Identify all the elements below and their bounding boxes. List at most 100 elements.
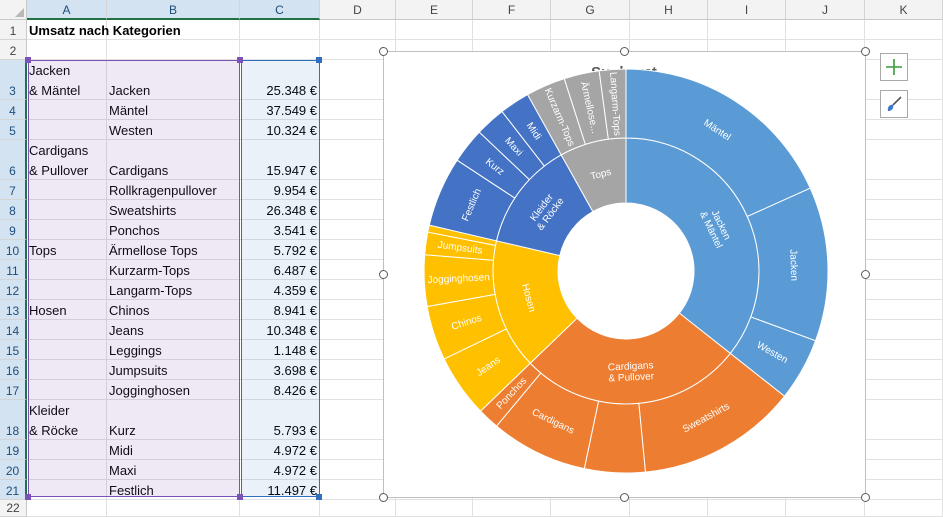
column-header-e[interactable]: E xyxy=(396,0,473,20)
cell-k6[interactable] xyxy=(865,140,943,180)
cell-k19[interactable] xyxy=(865,440,943,460)
row-header-12[interactable]: 12 xyxy=(0,280,27,300)
cell-k14[interactable] xyxy=(865,320,943,340)
chart-resize-handle[interactable] xyxy=(861,270,870,279)
cell-a5[interactable] xyxy=(27,120,107,140)
cell-k15[interactable] xyxy=(865,340,943,360)
row-header-2[interactable]: 2 xyxy=(0,40,27,60)
row-header-4[interactable]: 4 xyxy=(0,100,27,120)
chart-elements-button[interactable] xyxy=(880,53,908,81)
cell-k7[interactable] xyxy=(865,180,943,200)
column-header-i[interactable]: I xyxy=(708,0,786,20)
cell-k13[interactable] xyxy=(865,300,943,320)
cell-f22[interactable] xyxy=(473,500,551,517)
cell-a8[interactable] xyxy=(27,200,107,220)
cell-a18[interactable] xyxy=(27,400,107,440)
cell-e1[interactable] xyxy=(396,20,473,40)
range-handle[interactable] xyxy=(25,57,31,63)
cell-b2[interactable] xyxy=(107,40,240,60)
cell-i1[interactable] xyxy=(708,20,786,40)
row-header-3[interactable]: 3 xyxy=(0,60,27,100)
row-header-6[interactable]: 6 xyxy=(0,140,27,180)
range-handle[interactable] xyxy=(316,57,322,63)
chart-resize-handle[interactable] xyxy=(379,47,388,56)
cell-i22[interactable] xyxy=(708,500,786,517)
cell-h1[interactable] xyxy=(630,20,708,40)
row-header-13[interactable]: 13 xyxy=(0,300,27,320)
sunburst-item-segment[interactable] xyxy=(746,187,829,342)
cell-c2[interactable] xyxy=(240,40,320,60)
row-header-9[interactable]: 9 xyxy=(0,220,27,240)
cell-j22[interactable] xyxy=(786,500,865,517)
cell-a1[interactable] xyxy=(27,20,107,40)
row-header-8[interactable]: 8 xyxy=(0,200,27,220)
cell-k16[interactable] xyxy=(865,360,943,380)
cell-h22[interactable] xyxy=(630,500,708,517)
cell-a3[interactable] xyxy=(27,60,107,100)
cell-a12[interactable] xyxy=(27,280,107,300)
sunburst-item-segment[interactable] xyxy=(598,68,627,140)
row-header-1[interactable]: 1 xyxy=(0,20,27,40)
column-header-b[interactable]: B xyxy=(107,0,240,20)
range-handle[interactable] xyxy=(316,494,322,500)
cell-k12[interactable] xyxy=(865,280,943,300)
cell-d22[interactable] xyxy=(320,500,396,517)
cell-d2[interactable] xyxy=(320,40,396,60)
cell-g1[interactable] xyxy=(551,20,630,40)
row-header-11[interactable]: 11 xyxy=(0,260,27,280)
row-header-19[interactable]: 19 xyxy=(0,440,27,460)
cell-b22[interactable] xyxy=(107,500,240,517)
cell-a10[interactable] xyxy=(27,240,107,260)
cell-a19[interactable] xyxy=(27,440,107,460)
cell-a2[interactable] xyxy=(27,40,107,60)
cell-a20[interactable] xyxy=(27,460,107,480)
row-header-21[interactable]: 21 xyxy=(0,480,27,500)
cell-k11[interactable] xyxy=(865,260,943,280)
row-header-14[interactable]: 14 xyxy=(0,320,27,340)
cell-k18[interactable] xyxy=(865,400,943,440)
cell-a16[interactable] xyxy=(27,360,107,380)
column-header-j[interactable]: J xyxy=(786,0,865,20)
cell-k9[interactable] xyxy=(865,220,943,240)
row-header-17[interactable]: 17 xyxy=(0,380,27,400)
column-header-h[interactable]: H xyxy=(630,0,708,20)
cell-a11[interactable] xyxy=(27,260,107,280)
cell-j1[interactable] xyxy=(786,20,865,40)
cell-g22[interactable] xyxy=(551,500,630,517)
cell-a7[interactable] xyxy=(27,180,107,200)
cell-d1[interactable] xyxy=(320,20,396,40)
row-header-7[interactable]: 7 xyxy=(0,180,27,200)
column-header-a[interactable]: A xyxy=(27,0,107,20)
chart-resize-handle[interactable] xyxy=(861,493,870,502)
cell-a22[interactable] xyxy=(27,500,107,517)
cell-b1[interactable] xyxy=(107,20,240,40)
cell-k5[interactable] xyxy=(865,120,943,140)
row-header-16[interactable]: 16 xyxy=(0,360,27,380)
column-header-c[interactable]: C xyxy=(240,0,320,20)
row-header-15[interactable]: 15 xyxy=(0,340,27,360)
row-header-18[interactable]: 18 xyxy=(0,400,27,440)
column-header-f[interactable]: F xyxy=(473,0,551,20)
chart-resize-handle[interactable] xyxy=(620,47,629,56)
cell-a6[interactable] xyxy=(27,140,107,180)
cell-f1[interactable] xyxy=(473,20,551,40)
chart-resize-handle[interactable] xyxy=(620,493,629,502)
chart-resize-handle[interactable] xyxy=(861,47,870,56)
column-header-d[interactable]: D xyxy=(320,0,396,20)
cell-c1[interactable] xyxy=(240,20,320,40)
cell-k20[interactable] xyxy=(865,460,943,480)
cell-k17[interactable] xyxy=(865,380,943,400)
cell-e22[interactable] xyxy=(396,500,473,517)
chart-styles-button[interactable] xyxy=(880,90,908,118)
range-handle[interactable] xyxy=(237,57,243,63)
row-header-5[interactable]: 5 xyxy=(0,120,27,140)
cell-a21[interactable] xyxy=(27,480,107,500)
cell-a4[interactable] xyxy=(27,100,107,120)
select-all-corner[interactable] xyxy=(0,0,27,20)
range-handle[interactable] xyxy=(237,494,243,500)
chart-resize-handle[interactable] xyxy=(379,493,388,502)
chart-resize-handle[interactable] xyxy=(379,270,388,279)
row-header-10[interactable]: 10 xyxy=(0,240,27,260)
cell-k1[interactable] xyxy=(865,20,943,40)
cell-k10[interactable] xyxy=(865,240,943,260)
